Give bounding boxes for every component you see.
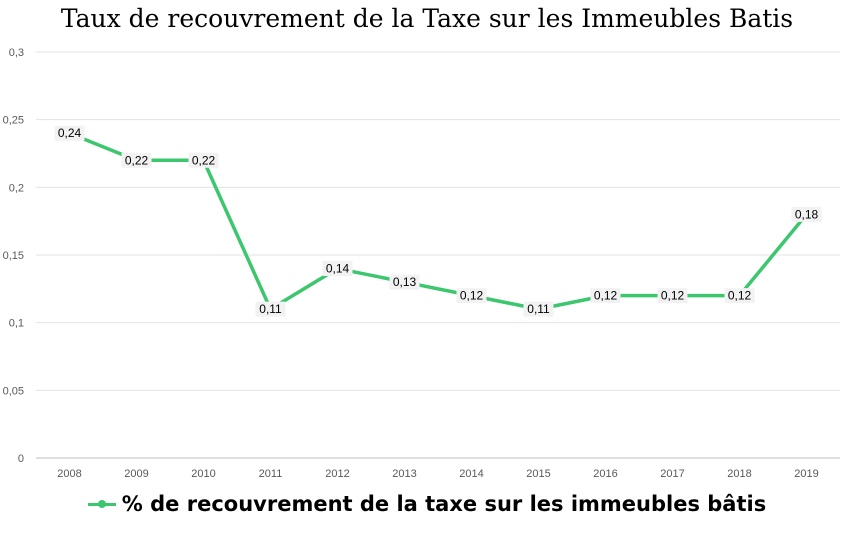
y-tick-label: 0,25 [3,115,24,127]
data-label: 0,12 [661,289,685,303]
data-label: 0,12 [594,289,618,303]
data-label: 0,13 [393,275,417,289]
data-label: 0,14 [326,262,350,276]
y-tick-label: 0 [18,453,24,465]
data-label-background [724,288,755,304]
x-tick-label: 2016 [593,468,617,480]
data-label-background [121,152,152,168]
data-label-background [188,152,219,168]
data-label: 0,11 [259,302,282,316]
x-tick-label: 2014 [459,468,483,480]
legend-swatch [87,497,116,511]
data-label-background [657,288,688,304]
data-label-background [255,301,286,317]
data-label: 0,22 [192,153,216,167]
x-tick-label: 2011 [259,468,283,480]
y-tick-label: 0,15 [3,250,24,262]
data-label: 0,12 [728,289,752,303]
gridlines [36,51,840,459]
data-label-background [590,288,621,304]
legend-label: % de recouvrement de la taxe sur les imm… [121,492,767,516]
x-tick-label: 2010 [191,468,215,480]
x-tick-label: 2013 [392,468,416,480]
x-axis-ticks: 2008 2009 2010 2011 2012 2013 2014 2015 2016 2017… [57,468,818,480]
data-label: 0,11 [527,302,550,316]
data-label-background [523,301,554,317]
data-label: 0,22 [125,153,149,167]
data-label-background [322,261,353,277]
x-tick-label: 2018 [727,468,751,480]
x-tick-label: 2019 [794,468,818,480]
x-tick-label: 2017 [660,468,684,480]
data-label: 0,24 [58,126,82,140]
y-tick-label: 0,3 [9,47,24,59]
legend: % de recouvrement de la taxe sur les imm… [0,492,854,516]
data-label-background [456,288,487,304]
chart-title: Taux de recouvrement de la Taxe sur les … [60,4,794,33]
y-tick-label: 0,2 [9,182,24,194]
data-label-background [389,274,420,290]
data-label-background [791,206,822,222]
data-labels: 0,24 0,22 0,22 0,11 0,14 0,13 0,12 0,11 0,12 0,12… [54,125,822,317]
y-tick-label: 0,05 [3,385,24,397]
y-tick-label: 0,1 [9,318,24,330]
x-tick-label: 2009 [124,468,148,480]
x-tick-label: 2008 [57,468,81,480]
y-axis-ticks: 0 0,05 0,1 0,15 0,2 0,25 0,3 [3,47,24,465]
series-line [67,131,809,311]
data-label: 0,18 [795,207,819,221]
x-tick-label: 2012 [325,468,349,480]
data-label-background [54,125,85,141]
series-group [67,131,809,312]
x-tick-label: 2015 [526,468,550,480]
data-label: 0,12 [460,289,484,303]
